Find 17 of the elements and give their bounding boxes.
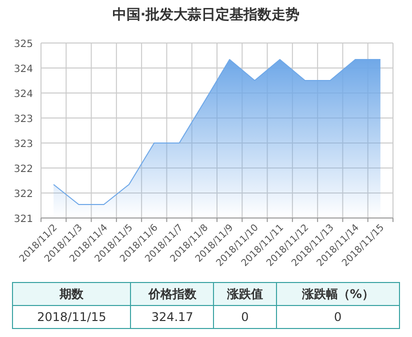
text: 涨跌幅（%） xyxy=(276,282,400,306)
text: 价格指数 xyxy=(130,282,214,306)
y-tick-label: 325 xyxy=(14,39,33,50)
y-tick-label: 324 xyxy=(14,64,33,75)
text: 涨跌值 xyxy=(214,282,276,306)
y-tick-label: 321 xyxy=(14,214,33,225)
text: 期数 xyxy=(12,282,131,306)
text: 2018/11/15 xyxy=(12,306,131,328)
chart-title: 中国·批发大蒜日定基指数走势 xyxy=(112,6,300,23)
text: 0 xyxy=(214,306,276,328)
text: 324.17 xyxy=(130,306,214,328)
y-tick-label: 323 xyxy=(14,139,33,150)
y-tick-label: 322 xyxy=(14,189,33,200)
text: 0 xyxy=(276,306,400,328)
y-tick-label: 322 xyxy=(14,164,33,175)
y-tick-label: 323 xyxy=(14,114,33,125)
y-tick-label: 324 xyxy=(14,89,33,100)
